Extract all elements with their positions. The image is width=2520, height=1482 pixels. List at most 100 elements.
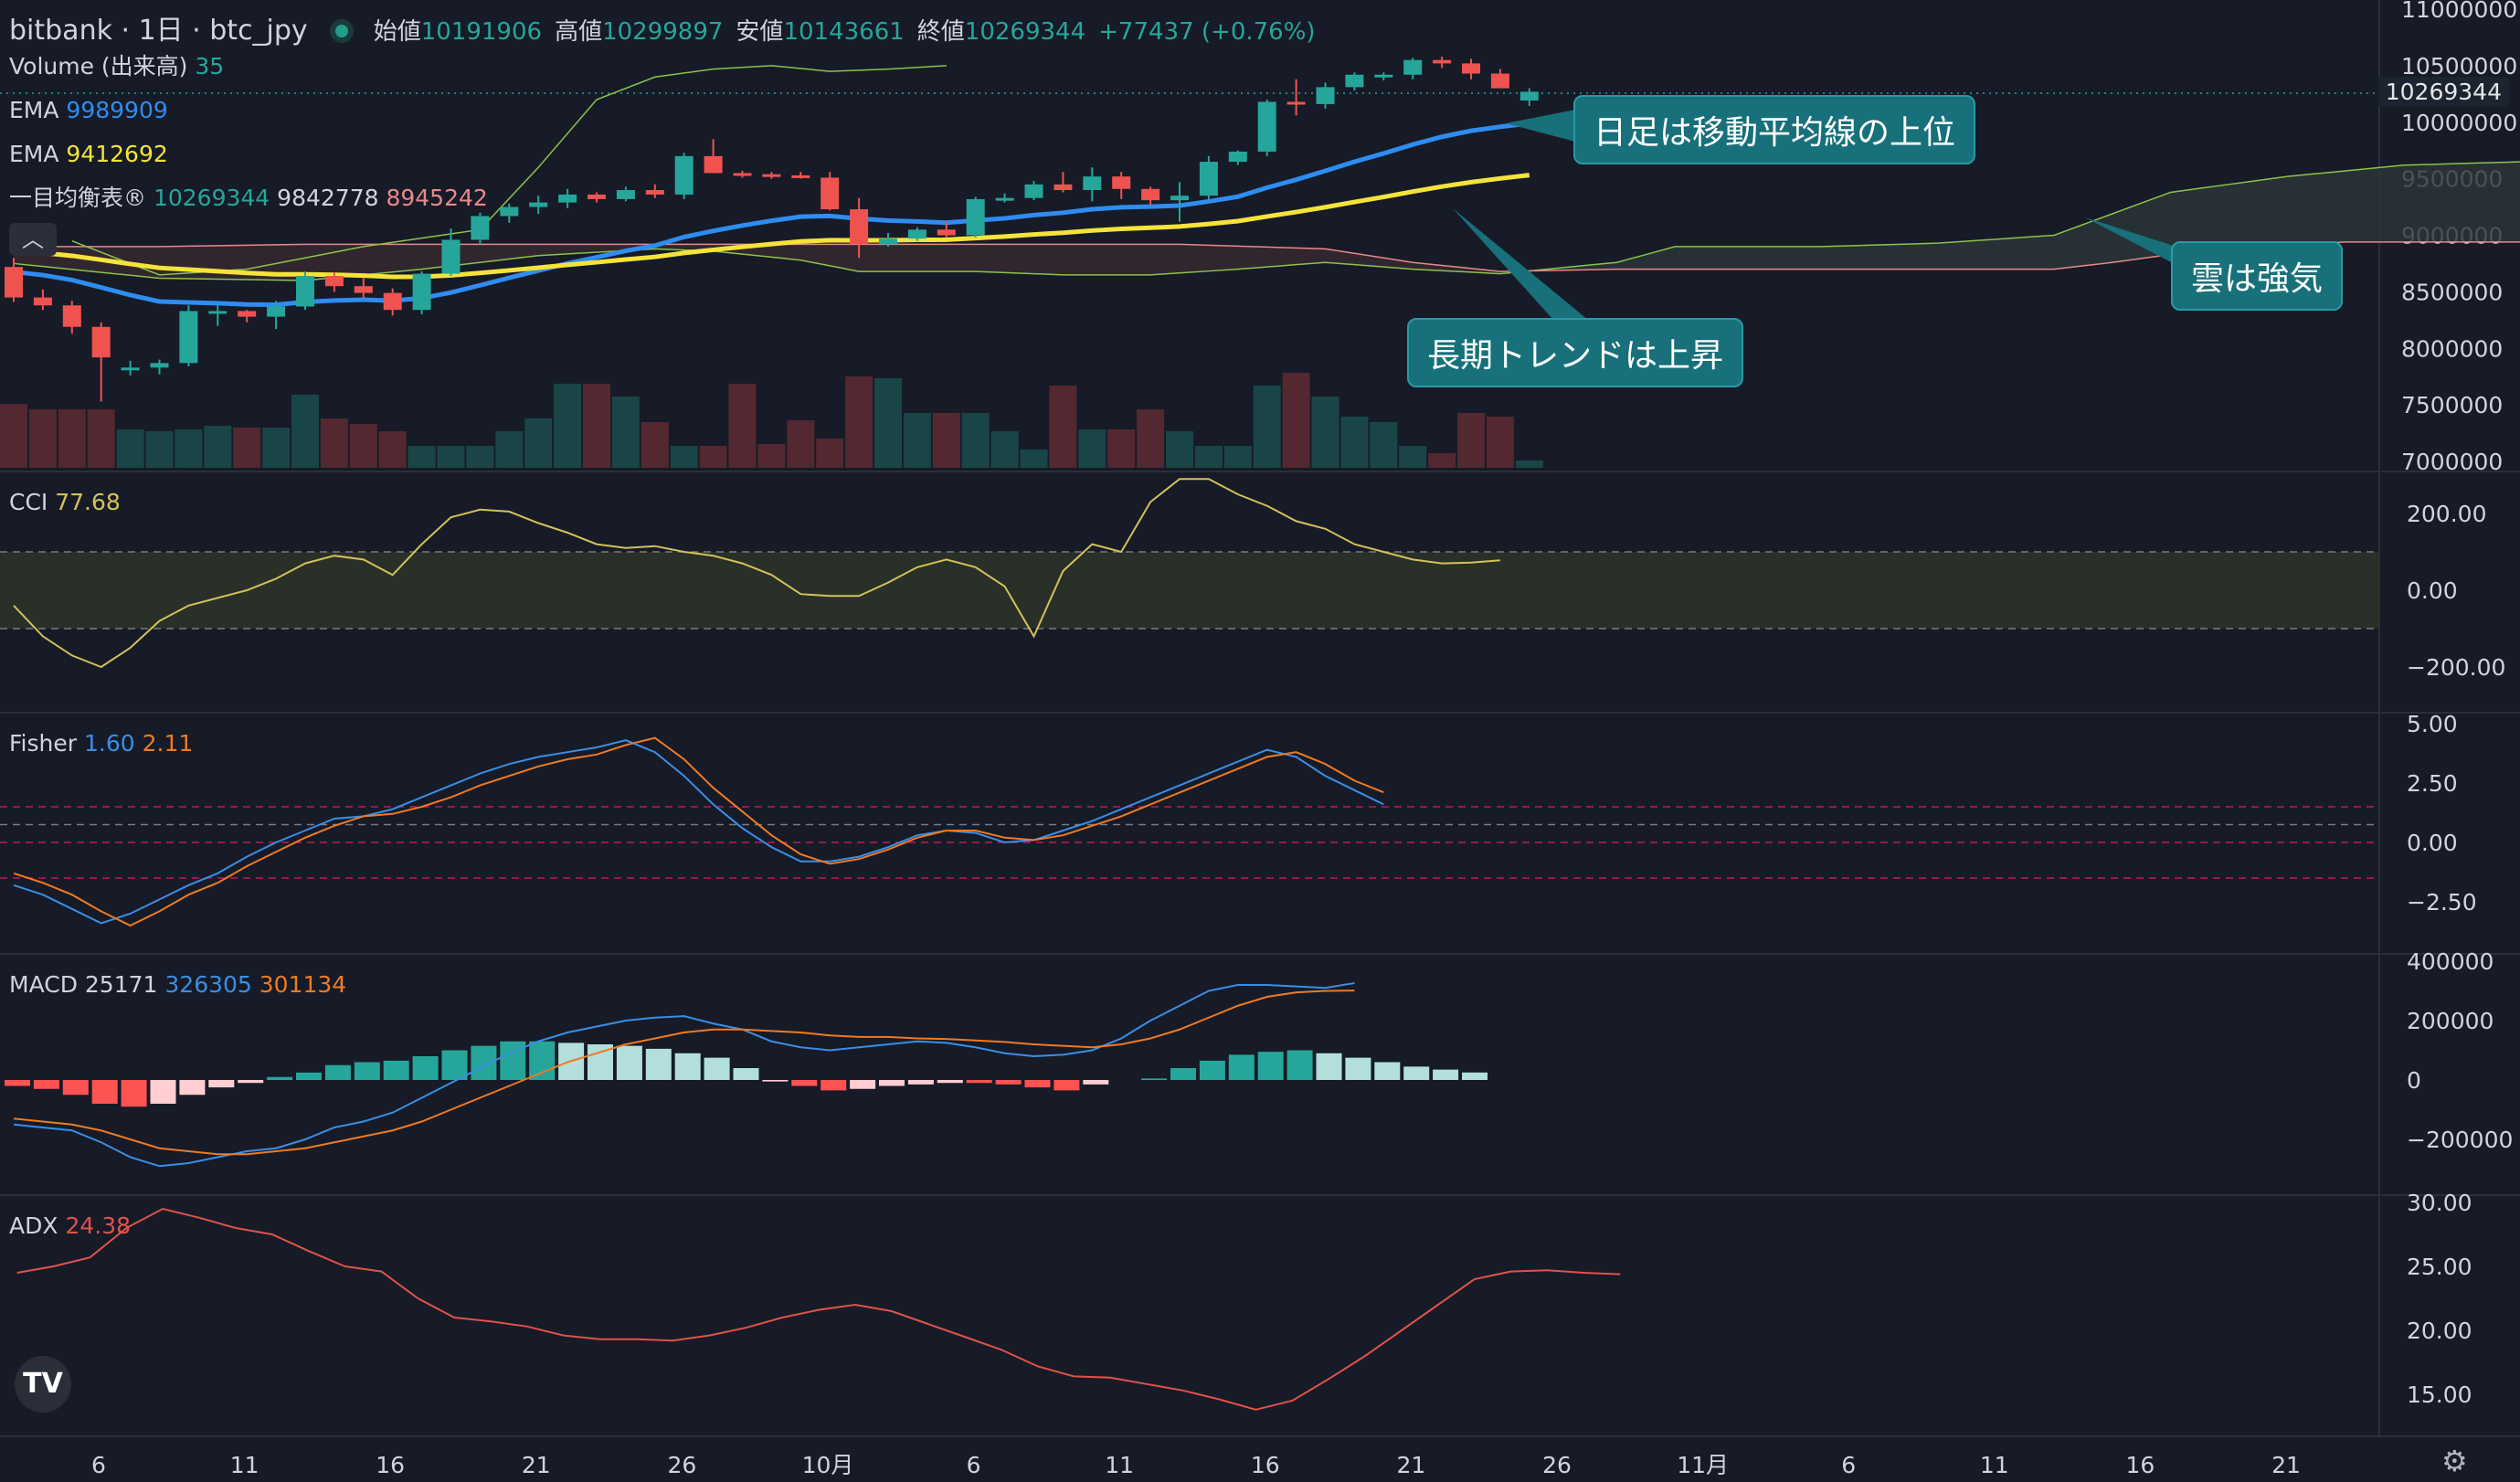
time-tick-label: 26 bbox=[1542, 1452, 1572, 1478]
fisher-tick-label: 0.00 bbox=[2407, 830, 2458, 856]
tradingview-logo-icon[interactable]: TV bbox=[15, 1356, 71, 1413]
collapse-chevron-icon: ︿ bbox=[22, 227, 44, 252]
volume-bar bbox=[495, 431, 524, 468]
volume-bar bbox=[1194, 446, 1223, 468]
adx-tick-label: 15.00 bbox=[2407, 1381, 2472, 1408]
ema-fast-legend[interactable]: EMA 9989909 bbox=[9, 97, 168, 124]
macd-label: MACD bbox=[9, 971, 78, 998]
price-tick-label: 10500000 bbox=[2401, 53, 2517, 79]
candle-body bbox=[1054, 184, 1073, 190]
macd-histogram-bar bbox=[1141, 1078, 1168, 1080]
ichimoku-label: 一目均衡表® bbox=[9, 185, 147, 211]
fisher-legend[interactable]: Fisher 1.60 2.11 bbox=[9, 730, 193, 757]
volume-bar bbox=[1399, 446, 1427, 468]
candle-body bbox=[966, 198, 985, 236]
macd-histogram-bar bbox=[91, 1080, 118, 1104]
ichimoku-span-b bbox=[14, 241, 2520, 272]
settings-gear-icon[interactable]: ⚙ bbox=[2441, 1444, 2468, 1478]
ema-fast-value: 9989909 bbox=[66, 97, 168, 123]
macd-histogram-bar bbox=[674, 1053, 701, 1080]
low-label: 安値 bbox=[736, 18, 784, 46]
volume-bar bbox=[1107, 429, 1136, 468]
time-tick-label: 6 bbox=[1841, 1452, 1856, 1478]
macd-histogram-bar bbox=[354, 1062, 380, 1080]
volume-bar bbox=[408, 446, 436, 468]
fisher-trigger-line bbox=[13, 736, 1384, 927]
ema-slow-legend[interactable]: EMA 9412692 bbox=[9, 141, 168, 168]
candle-body bbox=[1228, 151, 1247, 163]
macd-histogram-bar bbox=[529, 1041, 556, 1080]
volume-bar bbox=[204, 426, 232, 468]
volume-bar bbox=[1428, 453, 1456, 468]
candle-body bbox=[645, 190, 664, 195]
candle-body bbox=[267, 306, 286, 317]
macd-histogram-bar bbox=[62, 1080, 89, 1096]
volume-bar bbox=[699, 446, 727, 468]
macd-histogram-bar bbox=[1316, 1053, 1342, 1080]
collapse-legend-button[interactable]: ︿ bbox=[9, 223, 57, 256]
candle-body bbox=[354, 286, 373, 293]
candle-body bbox=[1403, 59, 1423, 75]
callout-pointer-cloud bbox=[2085, 217, 2176, 265]
candle-body bbox=[907, 229, 926, 239]
candle-body bbox=[1112, 176, 1131, 189]
cci-legend[interactable]: CCI 77.68 bbox=[9, 489, 121, 516]
callout-pointer-ma bbox=[1506, 110, 1575, 142]
high-value: 10299897 bbox=[602, 18, 724, 46]
market-open-dot-icon bbox=[334, 24, 348, 37]
volume-bar bbox=[583, 384, 610, 468]
candle-body bbox=[762, 174, 781, 177]
time-tick-label: 21 bbox=[1396, 1452, 1425, 1478]
macd-histogram-bar bbox=[33, 1080, 59, 1089]
macd-histogram-bar bbox=[879, 1080, 905, 1086]
candle-body bbox=[1519, 91, 1539, 101]
close-label: 終値 bbox=[916, 18, 965, 46]
candle-body bbox=[1286, 101, 1306, 105]
macd-histogram-bar bbox=[1257, 1052, 1284, 1080]
volume-bar bbox=[990, 431, 1019, 468]
macd-histogram-bar bbox=[1054, 1080, 1080, 1091]
cci-band bbox=[0, 552, 2379, 629]
macd-histogram-bar bbox=[296, 1072, 322, 1080]
candle-body bbox=[1257, 101, 1276, 152]
macd-histogram-bar bbox=[966, 1080, 992, 1084]
cci-tick-label: −200.00 bbox=[2407, 654, 2505, 681]
macd-histogram-bar bbox=[441, 1050, 468, 1080]
macd-line bbox=[13, 981, 1355, 1168]
macd-histogram-bar bbox=[1228, 1054, 1255, 1080]
open-value: 10191906 bbox=[420, 18, 543, 46]
time-tick-label: 6 bbox=[91, 1452, 106, 1478]
symbol-header: bitbank · 1日 · btc_jpy 始値10191906 高値102998… bbox=[9, 7, 1329, 48]
candle-body bbox=[62, 305, 81, 327]
candle-body bbox=[674, 155, 694, 195]
macd-histogram-bar bbox=[208, 1080, 235, 1088]
volume-bar bbox=[378, 431, 407, 468]
volume-bar bbox=[145, 431, 174, 468]
macd-histogram-bar bbox=[907, 1080, 934, 1085]
macd-histogram-bar bbox=[1024, 1080, 1051, 1088]
high-label: 高値 bbox=[555, 18, 603, 46]
candle-body bbox=[1024, 184, 1043, 198]
adx-legend[interactable]: ADX 24.38 bbox=[9, 1212, 131, 1240]
volume-legend[interactable]: Volume (出来高) 35 bbox=[9, 53, 224, 80]
candle-body bbox=[791, 175, 810, 178]
candle-body bbox=[383, 292, 402, 311]
candle-body bbox=[471, 216, 490, 240]
cci-tick-label: 200.00 bbox=[2407, 501, 2486, 527]
volume-bar bbox=[0, 404, 27, 468]
volume-bar bbox=[262, 428, 291, 468]
symbol-title[interactable]: bitbank · 1日 · btc_jpy bbox=[9, 15, 308, 47]
ema-slow-line bbox=[13, 173, 1530, 280]
price-tick-label: 8000000 bbox=[2401, 335, 2503, 362]
candle-body bbox=[238, 311, 257, 317]
volume-bar bbox=[1457, 413, 1485, 468]
ichimoku-legend[interactable]: 一目均衡表® 10269344 9842778 8945242 bbox=[9, 185, 488, 212]
volume-bar bbox=[728, 384, 757, 468]
cci-label: CCI bbox=[9, 489, 48, 515]
volume-bar bbox=[1020, 450, 1048, 468]
macd-histogram-bar bbox=[1286, 1050, 1313, 1080]
ichimoku-value-3: 8945242 bbox=[386, 185, 488, 211]
macd-legend[interactable]: MACD 25171 326305 301134 bbox=[9, 971, 346, 999]
volume-bar bbox=[1137, 409, 1165, 468]
